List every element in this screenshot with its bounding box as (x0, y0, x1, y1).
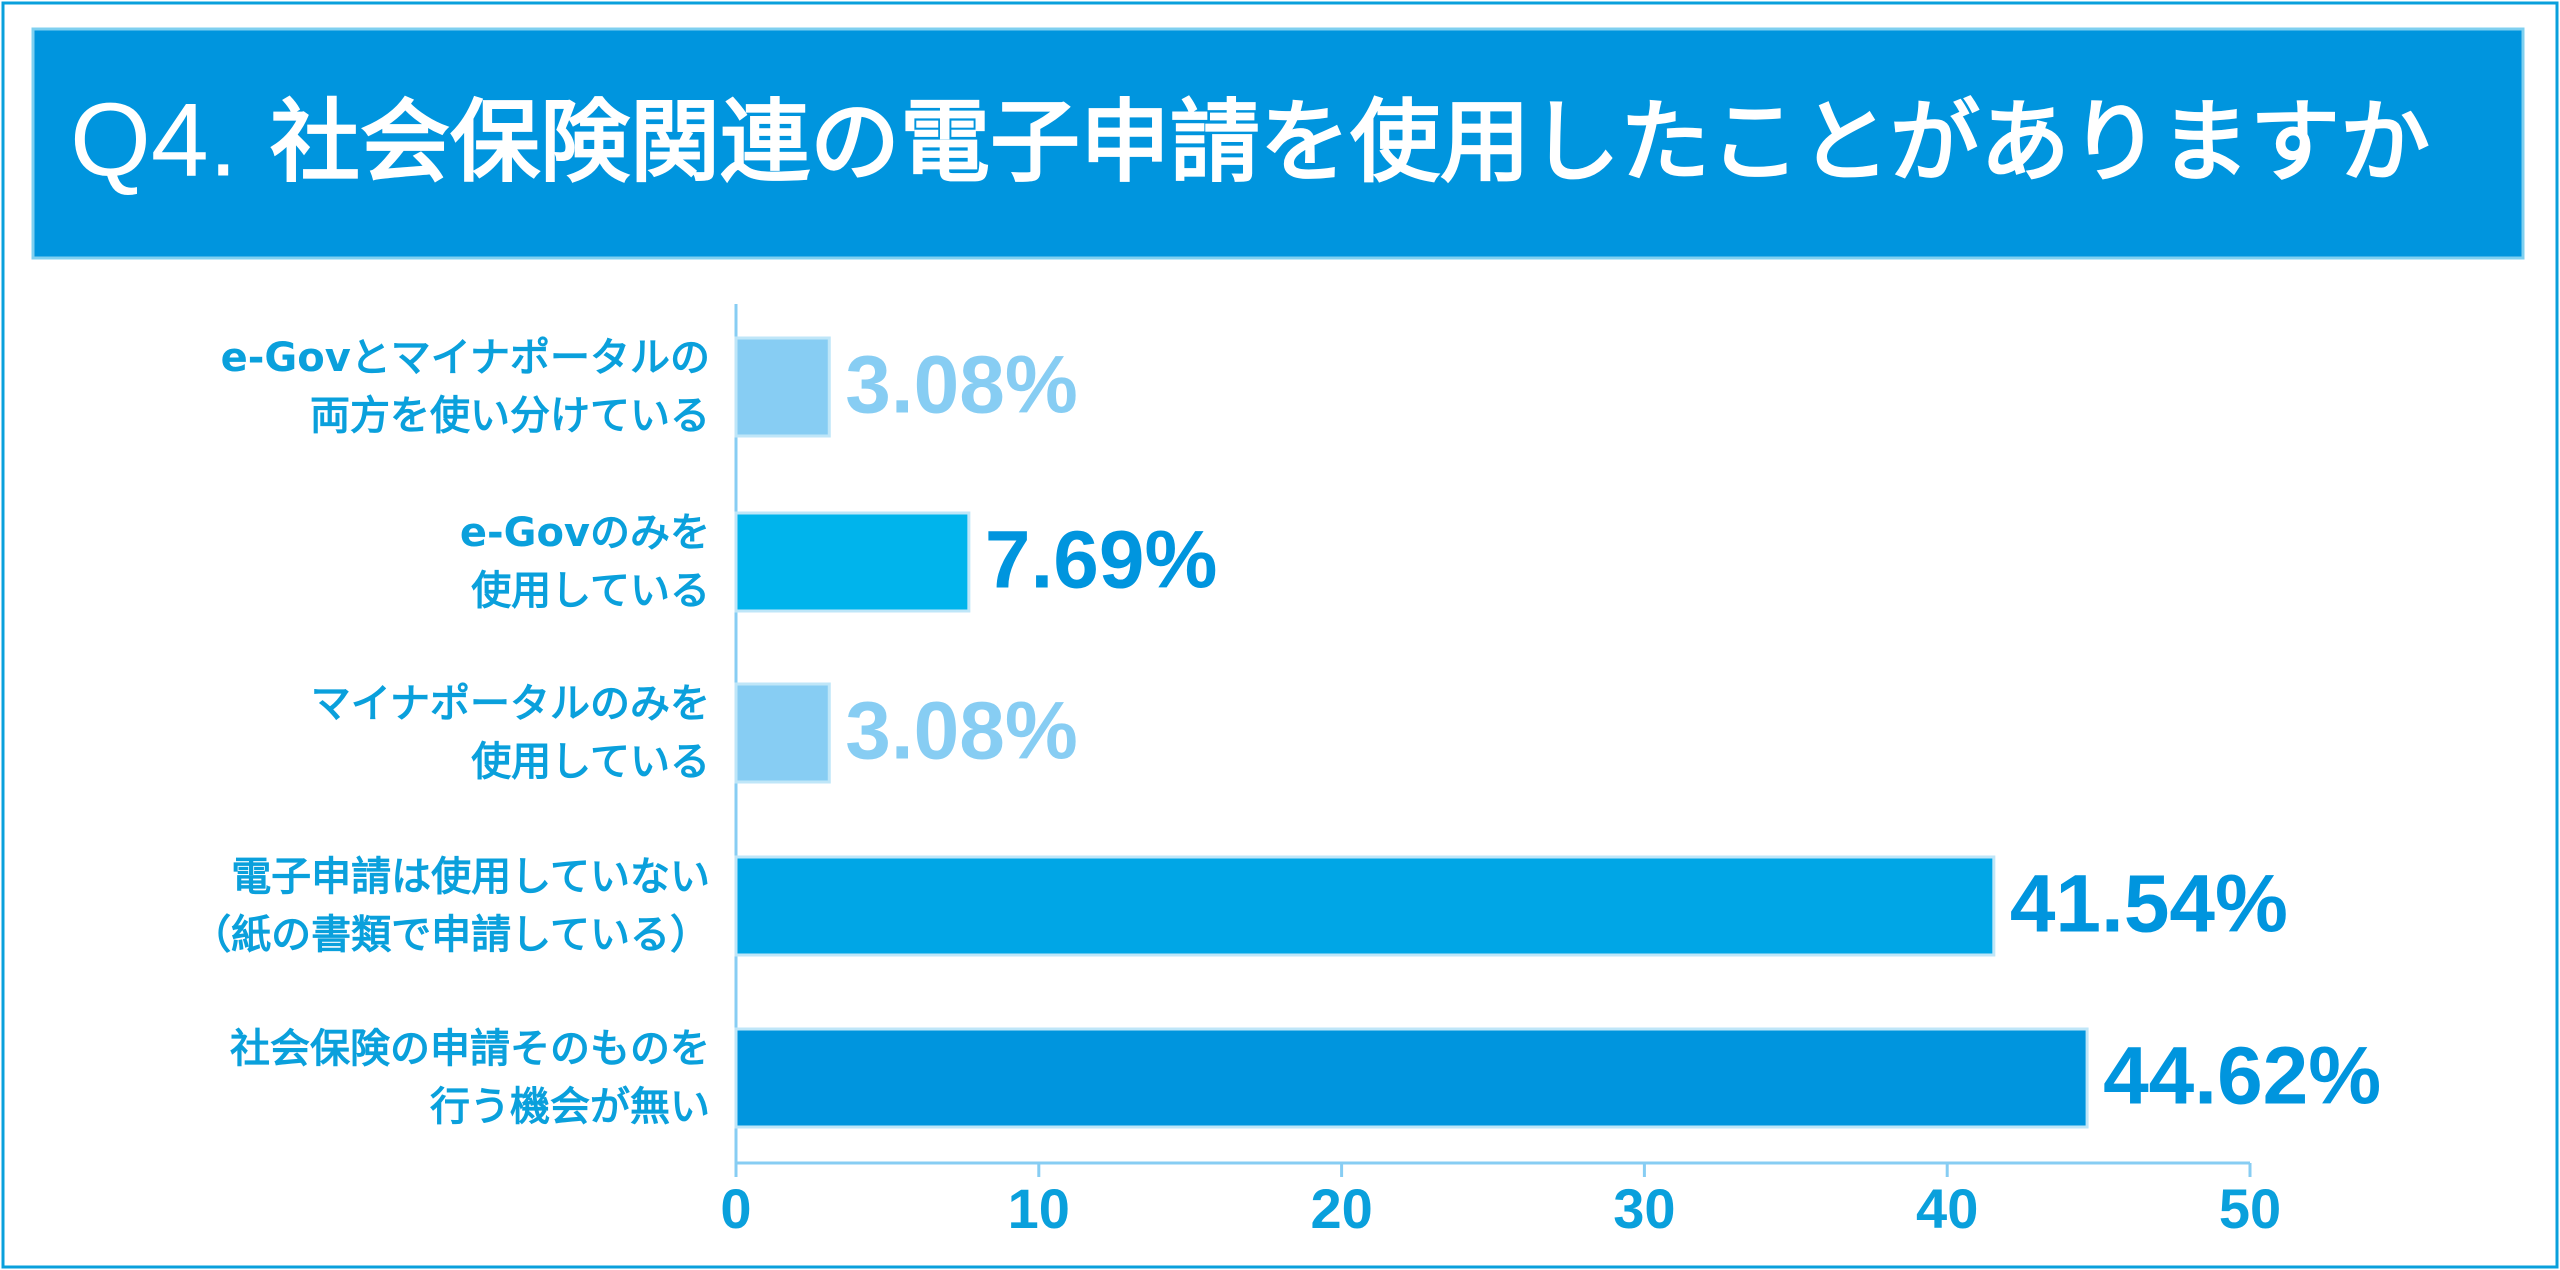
title-band (31, 27, 2525, 260)
x-tick-label: 50 (2219, 1177, 2281, 1240)
value-label: 3.08% (845, 686, 1078, 777)
chart-title: 社会保険関連の電子申請を使用したことがありますか (270, 90, 2430, 195)
category-label: 社会保険の申請そのものを 行う機会が無い (230, 1026, 710, 1130)
category-label: マイナポータルのみを 使用している (310, 681, 710, 785)
x-tick-label: 30 (1613, 1177, 1675, 1240)
category-label: 電子申請は使用していない （紙の書類で申請している） (191, 854, 710, 958)
x-tick-label: 10 (1008, 1177, 1070, 1240)
value-label: 3.08% (845, 340, 1078, 431)
x-tick-label: 40 (1916, 1177, 1978, 1240)
question-number: Q4. (70, 82, 238, 198)
value-label: 41.54% (2010, 859, 2288, 950)
value-label: 7.69% (985, 515, 1218, 606)
bar (734, 855, 1996, 957)
bar (734, 511, 971, 613)
bar (734, 682, 831, 784)
x-tick-label: 0 (720, 1177, 751, 1240)
bar (734, 1027, 2089, 1129)
x-tick-label: 20 (1310, 1177, 1372, 1240)
category-label: e-Govとマイナポータルの 両方を使い分けている (220, 335, 710, 439)
bar (734, 336, 831, 438)
category-label: e-Govのみを 使用している (459, 510, 710, 614)
value-label: 44.62% (2103, 1031, 2381, 1122)
